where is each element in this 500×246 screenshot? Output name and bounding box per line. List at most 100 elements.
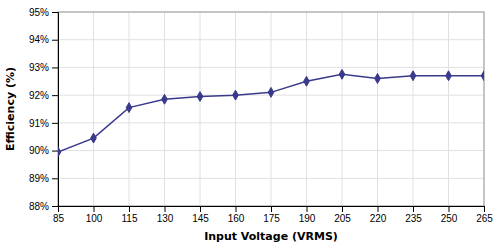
- x-tick: 160: [228, 206, 245, 224]
- y-tick-label: 91%: [29, 118, 49, 129]
- grid-line-x: [235, 12, 236, 206]
- y-tick-label: 90%: [29, 145, 49, 156]
- x-tick-mark: [94, 206, 95, 212]
- y-tick: 91%: [29, 118, 58, 129]
- x-tick-label: 190: [299, 213, 316, 224]
- x-tick-label: 115: [122, 213, 138, 224]
- x-tick-label: 175: [263, 213, 280, 224]
- y-tick-label: 89%: [29, 173, 49, 184]
- x-tick: 130: [157, 206, 174, 224]
- grid-line-x: [271, 12, 272, 206]
- grid-line-y: [58, 67, 484, 68]
- marker: [233, 90, 239, 100]
- x-tick-label: 235: [405, 213, 422, 224]
- grid-line-x: [200, 12, 201, 206]
- marker: [162, 94, 168, 104]
- x-tick-mark: [378, 206, 379, 212]
- y-tick: 95%: [29, 7, 58, 18]
- x-tick: 220: [370, 206, 387, 224]
- y-axis: 88% 89% 90% 91% 92% 93% 94% 95%: [29, 7, 59, 212]
- y-axis-line: [52, 13, 59, 207]
- marker: [268, 87, 274, 97]
- line: [58, 74, 484, 152]
- x-tick-mark: [307, 206, 308, 212]
- x-tick: 190: [299, 206, 316, 224]
- x-axis-line: [59, 207, 485, 213]
- x-tick: 100: [86, 206, 103, 224]
- y-tick: 93%: [29, 62, 58, 73]
- grid: [58, 12, 484, 206]
- y-tick-mark: [52, 151, 58, 152]
- y-tick-mark: [52, 12, 58, 13]
- y-tick-label: 92%: [29, 90, 49, 101]
- marker: [410, 71, 416, 81]
- marker: [339, 69, 345, 79]
- plot: 85 100 115 130 145 160 175 190 205 220 235 250 265 88…: [29, 7, 493, 224]
- x-tick-mark: [342, 206, 343, 212]
- x-tick-mark: [200, 206, 201, 212]
- y-tick-mark: [52, 67, 58, 68]
- marker: [446, 71, 452, 81]
- y-axis-title: Efficiency (%): [4, 67, 17, 151]
- grid-line-y: [58, 150, 484, 151]
- x-tick-mark: [413, 206, 414, 212]
- x-tick-mark: [484, 206, 485, 212]
- y-tick-mark: [52, 178, 58, 179]
- grid-line-x: [413, 12, 414, 206]
- x-tick: 115: [122, 206, 138, 224]
- marker: [304, 76, 310, 86]
- x-tick-label: 85: [53, 213, 65, 224]
- x-tick-mark: [165, 206, 166, 212]
- chart: 85 100 115 130 145 160 175 190 205 220 235 250 265 88…: [0, 0, 500, 246]
- x-tick-label: 205: [334, 213, 351, 224]
- grid-line-x: [342, 12, 343, 206]
- y-tick: 89%: [29, 173, 58, 184]
- marker: [375, 74, 381, 84]
- x-tick-label: 130: [157, 213, 174, 224]
- series: [58, 69, 484, 156]
- grid-line-x: [448, 12, 449, 206]
- y-tick-label: 88%: [29, 201, 49, 212]
- x-tick: 85: [53, 206, 65, 224]
- x-tick-label: 145: [192, 213, 209, 224]
- x-tick: 265: [476, 206, 493, 224]
- grid-line-x: [377, 12, 378, 206]
- grid-line-x: [93, 12, 94, 206]
- x-tick: 175: [263, 206, 280, 224]
- x-tick: 235: [405, 206, 422, 224]
- x-tick-label: 100: [86, 213, 103, 224]
- y-tick-mark: [52, 95, 58, 96]
- x-tick-mark: [271, 206, 272, 212]
- grid-line-y: [58, 178, 484, 179]
- x-tick-mark: [129, 206, 130, 212]
- y-tick: 94%: [29, 34, 58, 45]
- plot-frame: [58, 12, 484, 206]
- x-tick-mark: [236, 206, 237, 212]
- y-tick-mark: [52, 123, 58, 124]
- y-tick-label: 94%: [29, 34, 49, 45]
- x-tick-label: 160: [228, 213, 245, 224]
- grid-line-x: [164, 12, 165, 206]
- grid-line-y: [58, 39, 484, 40]
- x-tick-label: 220: [370, 213, 387, 224]
- marker: [91, 133, 97, 143]
- x-tick-mark: [449, 206, 450, 212]
- x-tick: 145: [192, 206, 209, 224]
- marker: [126, 103, 132, 113]
- grid-line-y: [58, 122, 484, 123]
- marker: [58, 147, 61, 157]
- x-axis-title: Input Voltage (VRMS): [204, 230, 338, 243]
- y-tick-label: 95%: [29, 7, 49, 18]
- x-tick-label: 265: [476, 213, 493, 224]
- marker: [481, 71, 484, 81]
- y-tick: 88%: [29, 201, 58, 212]
- x-tick-label: 250: [441, 213, 458, 224]
- y-tick: 92%: [29, 90, 58, 101]
- x-axis: 85 100 115 130 145 160 175 190 205 220 235 250 265: [53, 206, 493, 224]
- y-tick-label: 93%: [29, 62, 49, 73]
- x-tick: 205: [334, 206, 351, 224]
- grid-line-x: [306, 12, 307, 206]
- x-tick: 250: [441, 206, 458, 224]
- y-tick: 90%: [29, 145, 58, 156]
- y-tick-mark: [52, 206, 58, 207]
